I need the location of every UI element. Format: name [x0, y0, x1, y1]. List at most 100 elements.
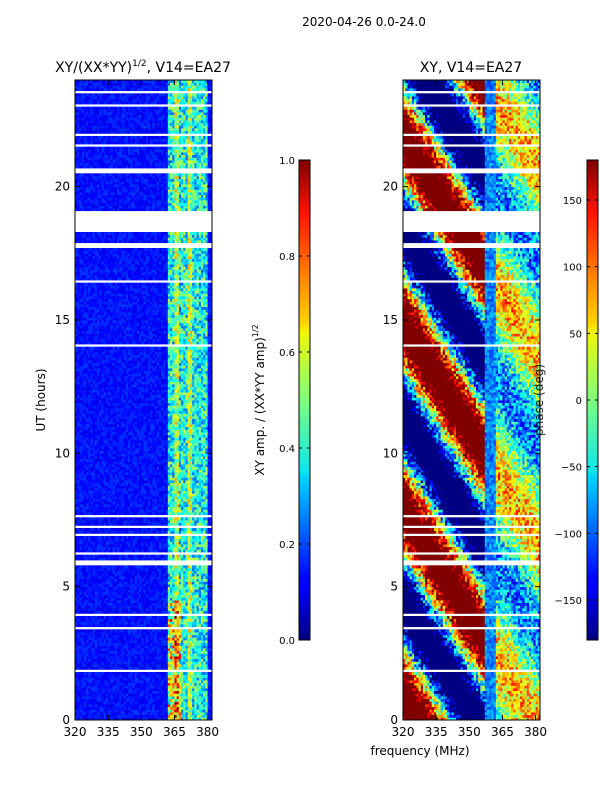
heatmap-cell — [147, 706, 151, 710]
heatmap-cell — [150, 618, 153, 622]
heatmap-cell — [77, 706, 80, 710]
heatmap-cell — [88, 629, 91, 633]
heatmap-cell — [141, 634, 144, 638]
heatmap-cell — [150, 685, 153, 689]
heatmap-cell — [79, 645, 83, 649]
heatmap-cell — [128, 594, 131, 598]
heatmap-cell — [196, 600, 200, 604]
heatmap-cell — [170, 656, 173, 660]
heatmap-cell — [176, 592, 180, 596]
heatmap-cell — [147, 608, 151, 612]
heatmap-cell — [75, 637, 78, 641]
heatmap-cell — [187, 642, 191, 646]
heatmap-cell — [183, 661, 186, 665]
heatmap-cell — [163, 701, 166, 705]
heatmap-cell — [132, 680, 136, 684]
heatmap-cell — [119, 653, 122, 657]
heatmap-cell — [125, 690, 129, 694]
heatmap-cell — [110, 645, 113, 649]
heatmap-cell — [196, 685, 200, 689]
heatmap-cell — [99, 584, 102, 588]
heatmap-cell — [167, 664, 171, 668]
heatmap-cell — [187, 717, 191, 720]
heatmap-cell — [194, 682, 197, 686]
heatmap-cell — [161, 709, 164, 713]
heatmap-cell — [152, 632, 155, 636]
heatmap-cell — [81, 629, 85, 633]
heatmap-cell — [203, 693, 206, 697]
heatmap-cell — [103, 666, 107, 670]
heatmap-cell — [194, 594, 197, 598]
heatmap-cell — [192, 653, 195, 657]
heatmap-cell — [112, 664, 116, 668]
heatmap-cell — [108, 685, 111, 689]
heatmap-cell — [81, 701, 85, 705]
heatmap-cell — [207, 645, 211, 649]
heatmap-cell — [105, 693, 109, 697]
heatmap-cell — [81, 664, 85, 668]
heatmap-cell — [75, 704, 78, 708]
heatmap-cell — [172, 672, 175, 676]
heatmap-cell — [178, 616, 182, 620]
heatmap-cell — [158, 592, 162, 596]
heatmap-cell — [156, 706, 160, 710]
heatmap-cell — [134, 709, 138, 713]
heatmap-cell — [143, 597, 147, 601]
left-title-main: XY/(XX*YY) — [55, 60, 132, 76]
heatmap-cell — [163, 706, 166, 710]
heatmap-cell — [110, 637, 113, 641]
heatmap-cell — [86, 680, 89, 684]
heatmap-cell — [172, 682, 175, 686]
heatmap-cell — [105, 589, 109, 593]
heatmap-cell — [205, 701, 208, 705]
heatmap-cell — [185, 698, 189, 702]
heatmap-cell — [161, 712, 164, 716]
heatmap-cell — [103, 600, 107, 604]
heatmap-cell — [77, 616, 80, 620]
heatmap-cell — [105, 666, 109, 670]
heatmap-cell — [207, 674, 211, 678]
heatmap-cell — [92, 608, 96, 612]
heatmap-cell — [167, 717, 171, 720]
heatmap-cell — [154, 645, 158, 649]
heatmap-cell — [141, 648, 144, 652]
heatmap-cell — [205, 650, 208, 654]
heatmap-cell — [86, 656, 89, 660]
heatmap-cell — [154, 642, 158, 646]
heatmap-cell — [183, 712, 186, 716]
heatmap-cell — [132, 672, 136, 676]
heatmap-cell — [75, 602, 78, 606]
heatmap-cell — [101, 624, 105, 628]
heatmap-cell — [198, 688, 202, 692]
heatmap-cell — [187, 624, 191, 628]
heatmap-cell — [167, 637, 171, 641]
heatmap-cell — [163, 704, 166, 708]
heatmap-cell — [90, 592, 94, 596]
heatmap-cell — [123, 589, 127, 593]
heatmap-cell — [88, 682, 91, 686]
heatmap-cell — [187, 592, 191, 596]
heatmap-cell — [94, 672, 98, 676]
heatmap-cell — [125, 674, 129, 678]
heatmap-cell — [165, 629, 169, 633]
heatmap-cell — [123, 712, 127, 716]
heatmap-cell — [79, 717, 83, 720]
heatmap-cell — [141, 594, 144, 598]
heatmap-cell — [185, 682, 189, 686]
heatmap-cell — [161, 584, 164, 588]
heatmap-cell — [97, 600, 100, 604]
heatmap-cell — [203, 698, 206, 702]
heatmap-cell — [143, 584, 147, 588]
heatmap-cell — [105, 680, 109, 684]
heatmap-cell — [81, 653, 85, 657]
heatmap-cell — [97, 701, 100, 705]
heatmap-cell — [163, 624, 166, 628]
heatmap-cell — [189, 706, 193, 710]
heatmap-cell — [139, 642, 142, 646]
heatmap-cell — [196, 616, 200, 620]
heatmap-cell — [81, 581, 85, 585]
heatmap-cell — [185, 688, 189, 692]
heatmap-cell — [143, 645, 147, 649]
heatmap-cell — [150, 602, 153, 606]
heatmap-cell — [205, 602, 208, 606]
